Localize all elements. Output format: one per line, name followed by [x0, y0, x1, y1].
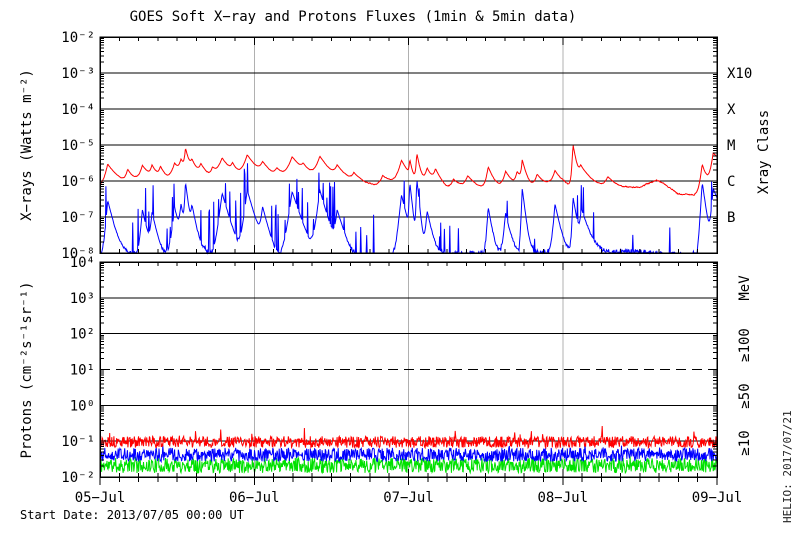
x-tick-label: 08−Jul	[537, 490, 588, 506]
proton-ge100-label: ≥100	[737, 328, 753, 362]
proton-ge10-series	[99, 425, 718, 450]
proton-ge50-series	[99, 443, 718, 464]
y-tick-label: 10¹	[70, 363, 95, 379]
proton-ge10-label: ≥10	[737, 430, 753, 455]
xray-y-tick-labels: 10⁻² 10⁻³ 10⁻⁴ 10⁻⁵ 10⁻⁶ 10⁻⁷ 10⁻⁸	[61, 30, 95, 262]
y-tick-label: 10⁻⁶	[61, 174, 95, 190]
proton-ge50-label: ≥50	[737, 383, 753, 408]
xray-class-label: X10	[727, 66, 752, 82]
y-tick-label: 10⁻¹	[61, 434, 95, 450]
y-tick-label: 10⁻³	[61, 66, 95, 82]
x-tick-label: 05−Jul	[75, 490, 126, 506]
xray-class-label: X	[727, 102, 736, 118]
xray-series	[99, 145, 718, 255]
xray-class-label: M	[727, 138, 735, 154]
y-tick-label: 10⁻⁷	[61, 210, 95, 226]
protons-ticks	[99, 261, 718, 485]
xray-ticks	[99, 36, 718, 254]
helio-stamp: HELIO: 2017/07/21	[781, 410, 794, 523]
mev-axis-title: MeV	[737, 275, 753, 301]
chart-render-layer: 10⁻²10⁻³10⁻⁴10⁻⁵10⁻⁶10⁻⁷10⁻⁸X10XMCB10⁴10…	[61, 30, 753, 506]
xray-gridlines	[100, 37, 717, 253]
xray-class-axis-title: Xray Class	[756, 110, 772, 194]
xray-long-series	[99, 145, 718, 196]
y-tick-label: 10⁻⁴	[61, 102, 95, 118]
proton-y-axis-title: Protons (cm⁻²s⁻¹sr⁻¹)	[19, 281, 35, 458]
proton-threshold-labels: ≥100 ≥50 ≥10	[737, 328, 753, 456]
chart-title: GOES Soft X−ray and Protons Fluxes (1min…	[130, 9, 577, 25]
y-tick-label: 10⁻⁸	[61, 246, 95, 262]
x-tick-label: 06−Jul	[229, 490, 280, 506]
y-tick-label: 10²	[70, 327, 95, 343]
x-tick-label: 09−Jul	[692, 490, 743, 506]
y-tick-label: 10⁻²	[61, 30, 95, 46]
xray-class-label: B	[727, 210, 735, 226]
xray-class-label: C	[727, 174, 735, 190]
protons-y-tick-labels: 10⁴ 10³ 10² 10¹ 10⁰ 10⁻¹ 10⁻²	[61, 255, 95, 486]
y-tick-label: 10⁻⁵	[61, 138, 95, 154]
xray-short-series	[100, 163, 718, 255]
xray-y-axis-title: X−rays (Watts m⁻²)	[19, 69, 35, 221]
y-tick-label: 10⁰	[70, 398, 95, 414]
x-axis-labels: 05−Jul 06−Jul 07−Jul 08−Jul 09−Jul	[75, 490, 743, 506]
y-tick-label: 10⁻²	[61, 470, 95, 486]
y-tick-label: 10⁴	[70, 255, 95, 271]
y-tick-label: 10³	[70, 291, 95, 307]
xray-class-labels: X10 X M C B	[727, 66, 752, 226]
proton-ge100-series	[99, 452, 718, 475]
x-tick-label: 07−Jul	[383, 490, 434, 506]
start-date-label: Start Date: 2013/07/05 00:00 UT	[20, 508, 244, 522]
protons-series	[99, 425, 718, 475]
